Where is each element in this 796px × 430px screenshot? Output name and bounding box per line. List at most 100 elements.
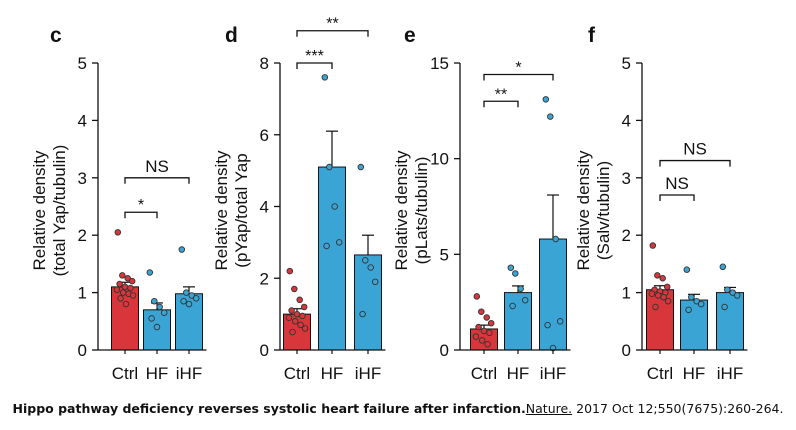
y-axis-label-line: Relative density [392, 150, 411, 271]
data-point [188, 292, 195, 299]
panel-d: d 0 2 4 6 8 Relative density(pYap/total Yap Ctr… [212, 16, 386, 383]
data-point [544, 321, 551, 329]
y-tick-label: 5 [78, 54, 87, 73]
y-tick-label: 2 [622, 226, 631, 245]
data-point [192, 295, 200, 302]
data-point [129, 292, 137, 299]
data-point [288, 307, 295, 314]
x-tick-label: iHF [355, 364, 381, 383]
y-tick-label: 4 [622, 111, 631, 130]
panel-f: f 0 1 2 3 4 5 Relative density(Salv/tubulin) Ctr… [574, 24, 748, 383]
y-tick-label: 0 [622, 341, 631, 360]
significance-label: ** [326, 16, 338, 33]
data-point [547, 113, 554, 120]
data-point [321, 74, 329, 81]
data-point [484, 341, 491, 348]
data-point [685, 306, 692, 314]
y-axis-label-line: Relative density [30, 150, 49, 271]
data-point [178, 246, 186, 253]
y-tick-label: 1 [622, 284, 631, 303]
data-point [183, 289, 190, 296]
caption-journal-link[interactable]: Nature. [525, 401, 573, 416]
significance-bracket [483, 100, 519, 108]
data-point [301, 325, 309, 332]
data-point [652, 303, 659, 311]
y-axis-label-line: (pLats/tubulin) [412, 157, 431, 265]
x-tick-label: iHF [176, 364, 202, 383]
data-point [486, 329, 493, 337]
data-point [331, 203, 338, 210]
data-point [116, 280, 123, 288]
data-point [359, 310, 366, 318]
x-tick-label: Ctrl [471, 364, 497, 383]
x-tick-label: iHF [540, 364, 566, 383]
significance-bracket [124, 211, 158, 219]
data-point [285, 314, 293, 321]
data-point [371, 278, 379, 286]
significance-label: NS [665, 174, 689, 193]
y-axis-label-line: (Salv/tubulin) [594, 161, 613, 260]
data-point [487, 319, 495, 327]
data-point [649, 242, 657, 249]
data-point [512, 270, 519, 277]
data-point [128, 277, 136, 285]
data-point [296, 296, 303, 304]
x-tick-label: iHF [717, 364, 743, 383]
data-point [472, 333, 480, 340]
data-point [663, 283, 671, 291]
y-axis-label: Relative density(total Yap/tubulin) [30, 145, 69, 277]
citation-caption: Hippo pathway deficiency reverses systol… [0, 401, 796, 416]
data-point [119, 272, 126, 279]
y-axis-label-line: (pYap/total Yap [232, 153, 251, 267]
y-tick-label: 6 [260, 126, 269, 145]
data-point [683, 266, 691, 273]
y-tick-label: 2 [78, 226, 87, 245]
x-tick-label: HF [683, 364, 706, 383]
caption-title: Hippo pathway deficiency reverses systol… [12, 401, 526, 416]
y-tick-label: 0 [440, 341, 449, 360]
data-point [509, 302, 516, 310]
data-point [291, 318, 299, 325]
data-point [122, 300, 130, 308]
x-tick-label: Ctrl [284, 364, 310, 383]
significance-bracket [296, 62, 333, 69]
x-tick-label: HF [507, 364, 530, 383]
bar-hf [318, 166, 346, 351]
data-point [357, 163, 365, 171]
data-point [326, 163, 333, 171]
data-point [480, 327, 488, 335]
data-point [724, 286, 731, 293]
data-point [156, 303, 163, 311]
bar-ihf [716, 292, 744, 351]
y-axis-label: Relative density(pLats/tubulin) [392, 150, 431, 271]
bar-hf [680, 299, 708, 351]
data-point [124, 275, 131, 282]
panel-c: c 0 1 2 3 4 5 Relative density(total Yap/tubuli… [30, 24, 207, 383]
data-point [121, 283, 129, 291]
significance-label: NS [683, 140, 707, 159]
panel-letter: c [50, 24, 62, 47]
data-point [729, 289, 736, 296]
y-tick-label: 1 [78, 284, 87, 303]
y-tick-label: 4 [260, 198, 269, 217]
significance-bracket [659, 159, 731, 167]
data-point [721, 303, 728, 311]
panel-letter: e [404, 24, 416, 47]
y-axis-label-line: Relative density [212, 150, 231, 271]
y-tick-label: 5 [622, 54, 631, 73]
data-point [517, 285, 524, 293]
data-point [507, 264, 515, 271]
significance-label: ** [495, 86, 507, 103]
data-point [151, 297, 158, 305]
data-point [552, 235, 559, 243]
panel-e: e 0 5 10 15 Relative density(pLats/tubulin) Ct… [392, 24, 571, 383]
data-point [688, 293, 695, 301]
data-point [291, 285, 298, 293]
data-point [289, 328, 296, 336]
y-tick-label: 2 [260, 269, 269, 288]
significance-bracket [483, 73, 554, 81]
data-point [521, 297, 529, 304]
significance-label: * [515, 59, 521, 76]
significance-label: *** [305, 48, 324, 65]
data-point [654, 272, 661, 279]
